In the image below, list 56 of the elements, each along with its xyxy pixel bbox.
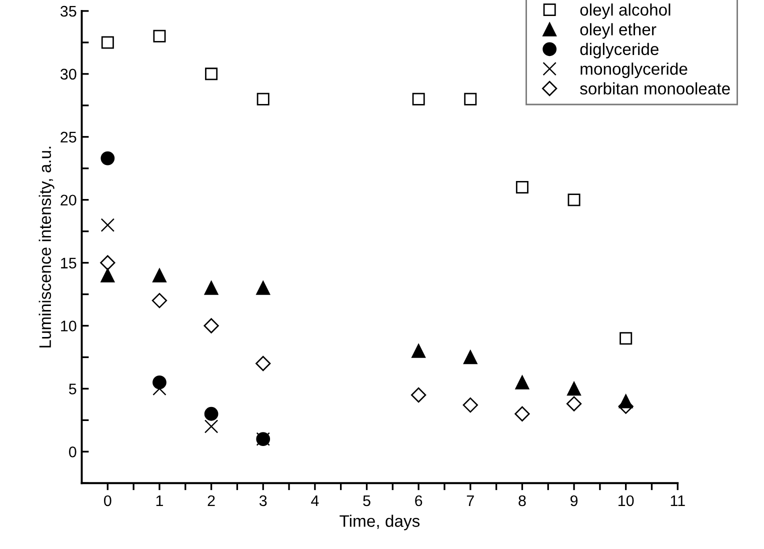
point [204, 318, 219, 334]
x-tick-label: 1 [156, 495, 163, 506]
legend-label: oleyl alcohol [580, 3, 670, 20]
point [462, 397, 478, 413]
point [412, 92, 425, 106]
y-tick-label: 20 [60, 194, 76, 206]
x-tick-label: 9 [570, 495, 578, 506]
point [153, 30, 166, 42]
x-tick-label: 7 [466, 495, 474, 506]
x-tick-label: 6 [415, 495, 422, 506]
y-axis-title: Luminiscence intensity, a.u. [38, 146, 54, 348]
y-tick-label: 10 [61, 320, 76, 332]
point [204, 281, 218, 295]
point [152, 268, 166, 282]
point [256, 92, 270, 106]
point [567, 382, 581, 396]
y-tick-label: 35 [60, 6, 76, 17]
x-tick-label: 8 [518, 495, 526, 506]
point [205, 68, 218, 80]
point [204, 406, 218, 421]
legend-label: monoglyceride [580, 62, 688, 78]
point [412, 344, 426, 358]
legend-label: oleyl ether [580, 23, 656, 39]
y-tick-label: 0 [68, 446, 76, 458]
point [100, 151, 115, 166]
point [463, 350, 478, 364]
y-tick-label: 15 [61, 258, 76, 268]
point [152, 292, 168, 308]
point [515, 375, 530, 390]
point [256, 281, 270, 295]
x-axis-title: Time, days [340, 514, 420, 530]
point [100, 218, 115, 232]
point [620, 332, 632, 345]
y-tick-label: 30 [60, 68, 76, 80]
point [514, 406, 530, 422]
point [101, 36, 114, 49]
point [464, 92, 477, 106]
point [204, 420, 218, 434]
legend-label: sorbitan monooleate [580, 82, 730, 95]
point [256, 356, 271, 372]
point [100, 268, 115, 282]
point [411, 387, 426, 403]
point [516, 180, 528, 194]
x-tick-label: 0 [104, 495, 112, 506]
point [566, 396, 582, 412]
x-tick-label: 4 [311, 495, 319, 506]
y-tick-label: 5 [69, 384, 76, 394]
x-tick-label: 5 [363, 495, 370, 506]
y-tick-label: 25 [60, 132, 76, 143]
x-tick-label: 2 [208, 495, 215, 506]
point [568, 194, 580, 206]
x-tick-label: 10 [618, 495, 634, 506]
x-tick-label: 3 [259, 495, 267, 506]
x-tick-label: 11 [670, 495, 685, 506]
legend-label: diglyceride [580, 42, 659, 58]
point [100, 255, 116, 270]
